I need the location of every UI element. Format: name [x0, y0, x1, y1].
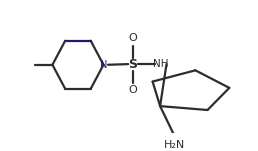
- Text: O: O: [128, 85, 137, 95]
- Text: H₂N: H₂N: [164, 140, 185, 150]
- Text: S: S: [128, 58, 137, 71]
- Text: NH: NH: [153, 59, 169, 69]
- Text: N: N: [100, 60, 107, 70]
- Text: O: O: [128, 33, 137, 43]
